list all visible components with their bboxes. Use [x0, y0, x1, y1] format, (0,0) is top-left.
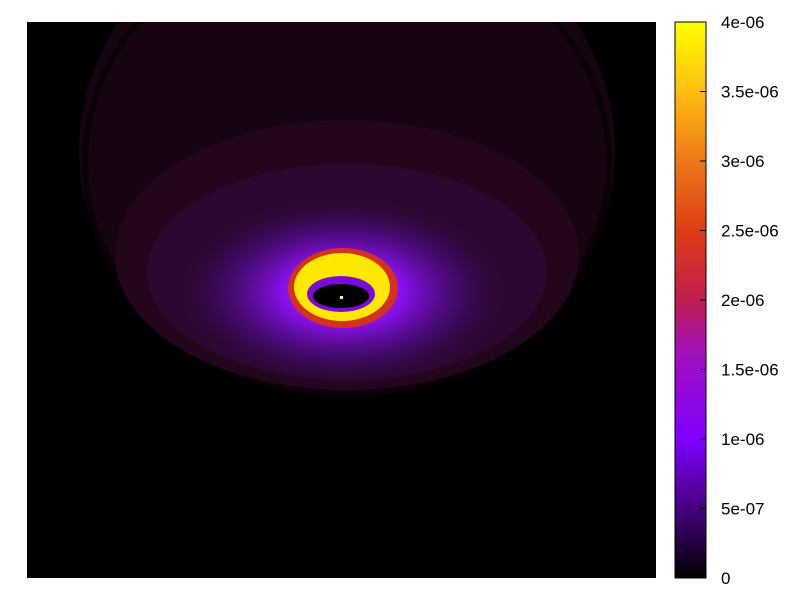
- colorbar-ticks: 0 5e-07 1e-06 1.5e-06 2e-06 2.5e-06 3e-06 3.5e-…: [700, 13, 779, 588]
- colorbar-tick-label: 1.5e-06: [721, 361, 779, 380]
- colorbar-tick-label: 0: [721, 569, 730, 588]
- colorbar-tick-label: 1e-06: [721, 430, 764, 449]
- dome-edge-shadow: [82, 22, 612, 397]
- colorbar-tick-label: 3e-06: [721, 152, 764, 171]
- colorbar-tick-label: 5e-07: [721, 500, 764, 519]
- colorbar-tick-label: 2.5e-06: [721, 222, 779, 241]
- heatmap-plot-area: [27, 22, 656, 578]
- colorbar-tick-label: 2e-06: [721, 291, 764, 310]
- colorbar-tick-label: 4e-06: [721, 13, 764, 32]
- colorbar-tick-label: 3.5e-06: [721, 83, 779, 102]
- center-dot: [340, 296, 343, 299]
- colorbar: 0 5e-07 1e-06 1.5e-06 2e-06 2.5e-06 3e-06 3.5e-…: [674, 13, 779, 588]
